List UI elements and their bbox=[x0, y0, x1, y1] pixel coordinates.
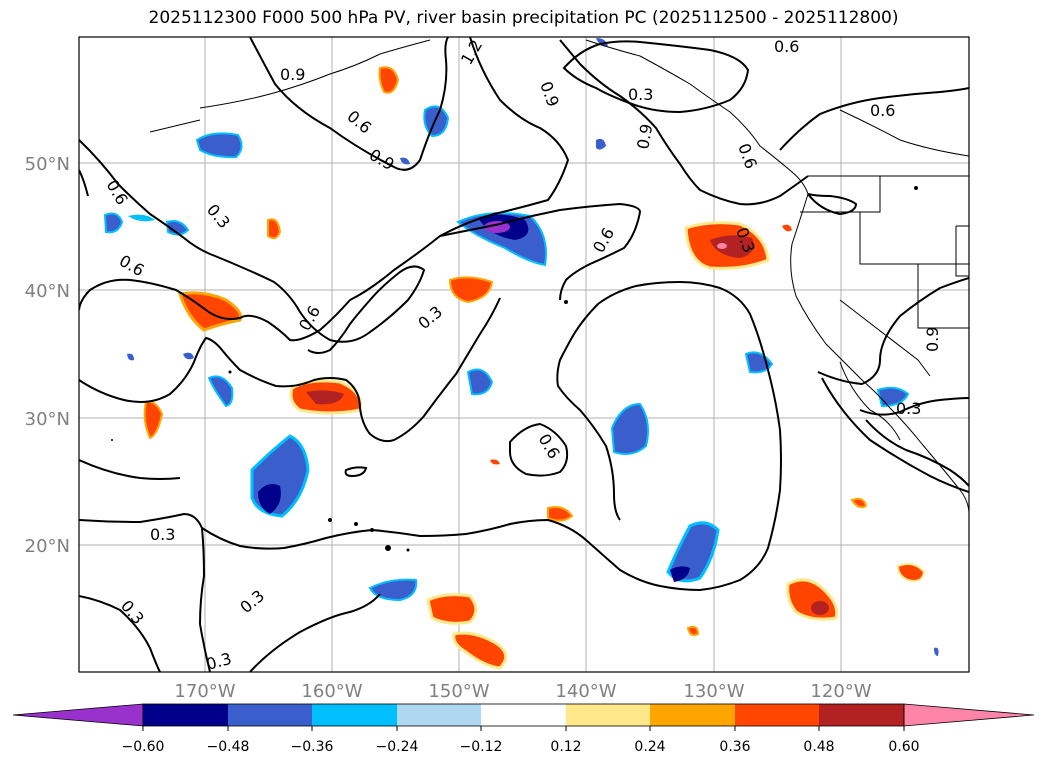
precip-positive-area bbox=[452, 631, 508, 670]
contour-label: 0.6 bbox=[774, 37, 799, 56]
precip-positive-area bbox=[267, 218, 282, 240]
precip-positive-area bbox=[547, 506, 574, 522]
colorbar-tick-label: 0.24 bbox=[634, 739, 665, 755]
precip-positive-area bbox=[850, 497, 868, 509]
colorbar-tick-label: −0.36 bbox=[291, 739, 334, 755]
colorbar: −0.60 −0.48 −0.36 −0.24 −0.12 0.12 0.24 … bbox=[12, 703, 1035, 755]
map-islands bbox=[111, 186, 918, 552]
contour-label: 0.9 bbox=[633, 122, 656, 150]
precipitation-shading bbox=[103, 38, 939, 670]
precip-positive-area bbox=[811, 601, 829, 615]
colorbar-segment bbox=[228, 704, 312, 726]
colorbar-tick-label: 0.48 bbox=[803, 739, 834, 755]
precip-negative-area bbox=[103, 212, 124, 234]
precip-positive-area bbox=[448, 276, 494, 304]
contour-label: 0.3 bbox=[896, 399, 921, 418]
lon-label: 120°W bbox=[810, 681, 871, 702]
colorbar-segment bbox=[143, 704, 228, 726]
colorbar-segment bbox=[481, 704, 566, 726]
precip-positive-area bbox=[710, 235, 754, 258]
precip-positive-area bbox=[378, 66, 400, 94]
precip-positive-area bbox=[490, 459, 500, 465]
lat-label: 30°N bbox=[25, 409, 70, 430]
precip-negative-area bbox=[670, 566, 690, 582]
precip-negative-area bbox=[934, 647, 939, 656]
colorbar-tick-label: −0.24 bbox=[376, 739, 419, 755]
precip-negative-area bbox=[400, 157, 410, 165]
lat-label: 50°N bbox=[25, 154, 70, 175]
contour-label: 0.3 bbox=[204, 649, 234, 674]
precip-positive-area bbox=[896, 563, 926, 582]
map-frame bbox=[78, 36, 970, 673]
colorbar-segment bbox=[735, 704, 819, 726]
colorbar-segment bbox=[566, 704, 650, 726]
precip-negative-area bbox=[423, 105, 450, 138]
latitude-labels: 50°N 40°N 30°N 20°N bbox=[25, 154, 70, 557]
colorbar-tick-label: −0.48 bbox=[207, 739, 250, 755]
lon-label: 130°W bbox=[683, 681, 744, 702]
precip-negative-area bbox=[666, 521, 720, 583]
precip-negative-area bbox=[207, 375, 234, 408]
precip-positive-area bbox=[306, 390, 344, 405]
precip-negative-area bbox=[596, 138, 606, 150]
contour-label: 0.3 bbox=[628, 85, 653, 104]
colorbar-segment bbox=[650, 704, 735, 726]
map-panel bbox=[79, 37, 969, 672]
colorbar-frame bbox=[142, 703, 905, 727]
map-coastlines bbox=[149, 39, 969, 513]
map-gridlines bbox=[79, 37, 969, 672]
colorbar-min-arrow bbox=[12, 703, 144, 727]
precip-negative-area bbox=[127, 353, 134, 361]
colorbar-segment bbox=[312, 704, 397, 726]
colorbar-tick-label: 0.36 bbox=[719, 739, 750, 755]
precip-positive-area bbox=[143, 400, 164, 440]
precip-negative-area bbox=[183, 352, 194, 360]
lon-label: 170°W bbox=[174, 681, 235, 702]
precip-positive-area bbox=[426, 593, 478, 625]
precip-negative-area bbox=[258, 484, 281, 514]
pv-contours bbox=[79, 37, 969, 672]
lon-label: 150°W bbox=[428, 681, 489, 702]
precip-negative-area bbox=[876, 386, 910, 408]
precip-negative-area bbox=[128, 214, 155, 222]
lon-label: 160°W bbox=[301, 681, 362, 702]
precip-negative-area bbox=[610, 402, 649, 455]
colorbar-tick-label: 0.12 bbox=[550, 739, 581, 755]
precip-positive-area bbox=[782, 224, 792, 232]
lon-label: 140°W bbox=[555, 681, 616, 702]
precip-positive-area bbox=[686, 625, 700, 637]
colorbar-tick-label: −0.12 bbox=[460, 739, 503, 755]
contour-label: 0.9 bbox=[923, 327, 942, 352]
lat-label: 40°N bbox=[25, 281, 70, 302]
longitude-labels: 170°W 160°W 150°W 140°W 130°W 120°W bbox=[174, 681, 871, 702]
precip-negative-area bbox=[466, 368, 494, 396]
colorbar-segment bbox=[819, 704, 904, 726]
colorbar-segment bbox=[397, 704, 481, 726]
contour-label: 0.6 bbox=[870, 101, 895, 120]
contour-label: 0.3 bbox=[150, 525, 175, 544]
precip-negative-area bbox=[165, 220, 190, 236]
contour-label: 0.9 bbox=[280, 65, 305, 84]
precip-negative-area bbox=[368, 578, 418, 602]
colorbar-tick-label: −0.60 bbox=[122, 739, 165, 755]
colorbar-tick-label: 0.60 bbox=[888, 739, 919, 755]
map-title: 2025112300 F000 500 hPa PV, river basin … bbox=[148, 8, 899, 28]
precip-negative-area bbox=[596, 38, 608, 47]
precip-positive-area bbox=[717, 243, 727, 249]
lat-label: 20°N bbox=[25, 536, 70, 557]
colorbar-max-arrow bbox=[903, 703, 1035, 727]
precip-negative-area bbox=[195, 132, 243, 159]
